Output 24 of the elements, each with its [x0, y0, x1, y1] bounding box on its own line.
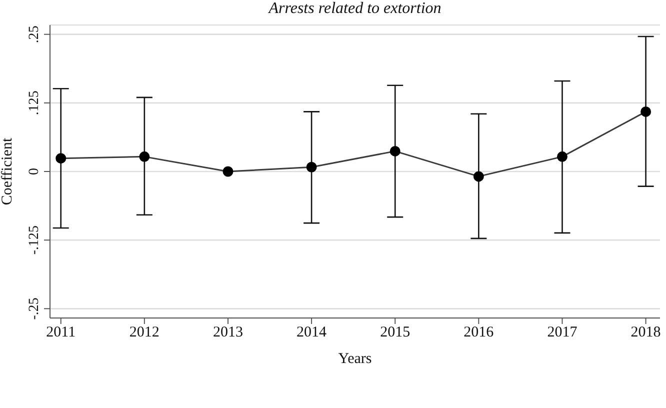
y-tick-label: .25	[27, 26, 42, 44]
x-tick-label: 2016	[464, 324, 494, 341]
x-tick-label: 2011	[46, 324, 76, 341]
x-tick-label: 2013	[212, 324, 243, 341]
x-tick-label: 2018	[630, 324, 661, 341]
x-tick-label: 2014	[296, 324, 328, 341]
x-tick-label: 2012	[129, 324, 160, 341]
x-tick-label: 2017	[547, 324, 578, 341]
point	[306, 162, 317, 172]
y-tick-label: .125	[27, 90, 42, 116]
point	[640, 106, 652, 117]
point	[390, 146, 400, 156]
y-tick-label: -.125	[27, 226, 42, 255]
point	[222, 166, 234, 177]
point	[556, 151, 568, 162]
chart-title: Arrests related to extortion	[267, 0, 442, 18]
point	[139, 151, 150, 162]
point	[56, 153, 66, 164]
x-axis-title: Years	[338, 351, 372, 367]
y-axis-title: Coefficient	[0, 137, 16, 206]
y-tick-label: 0	[27, 168, 42, 175]
point	[473, 171, 484, 182]
x-tick-label: 2015	[380, 324, 410, 341]
y-tick-label: -.25	[27, 298, 42, 320]
